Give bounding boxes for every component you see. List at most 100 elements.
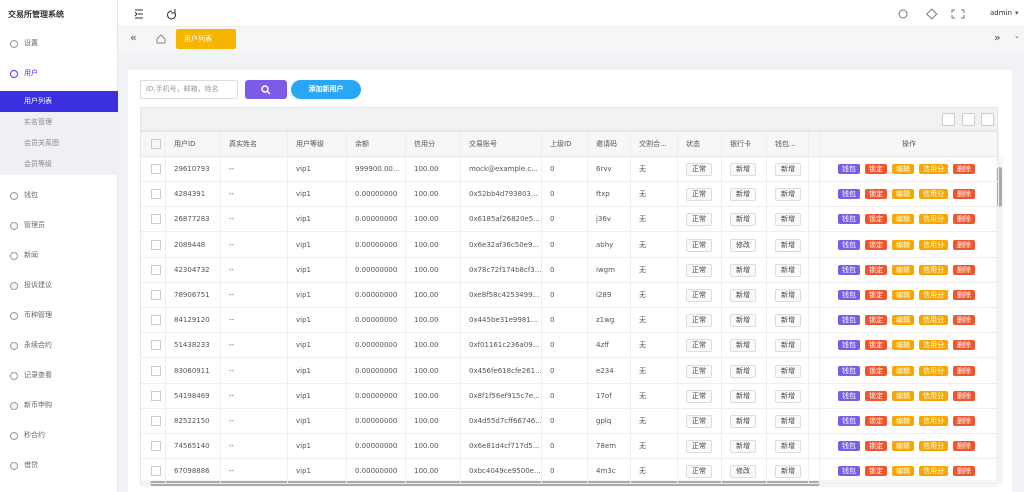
action-button[interactable]: 编辑 [892, 214, 914, 225]
menu-item[interactable]: 新闻 [0, 244, 118, 266]
collapse-icon[interactable] [134, 9, 143, 19]
theme-icon[interactable] [898, 9, 908, 19]
action-button[interactable]: 删除 [953, 315, 975, 326]
action-button[interactable]: 编辑 [892, 239, 914, 250]
action-badge[interactable]: 新增 [775, 238, 801, 252]
action-badge[interactable]: 新增 [775, 289, 801, 302]
action-button[interactable]: 锁定 [865, 441, 887, 452]
action-button[interactable]: 锁定 [865, 466, 887, 477]
menu-item[interactable]: 币种管理 [0, 304, 118, 326]
action-button[interactable]: 信用分 [919, 365, 948, 376]
action-button[interactable]: 信用分 [919, 340, 948, 351]
row-select[interactable] [141, 157, 166, 182]
action-button[interactable]: 删除 [953, 264, 975, 275]
row-select[interactable] [141, 459, 166, 485]
row-select[interactable] [141, 232, 166, 258]
print-tool[interactable] [981, 113, 994, 126]
menu-item[interactable]: 记录查看 [0, 364, 118, 386]
action-button[interactable]: 信用分 [919, 441, 948, 452]
row-select[interactable] [141, 383, 166, 409]
action-badge[interactable]: 新增 [775, 389, 801, 403]
menu-item[interactable]: 新币申购 [0, 394, 118, 416]
tab[interactable]: 用户列表 [176, 29, 236, 49]
action-button[interactable]: 锁定 [865, 365, 887, 376]
action-badge[interactable]: 新增 [775, 163, 801, 176]
menu-item[interactable]: 投诉建议 [0, 274, 118, 296]
menu-item[interactable]: 用户 [0, 62, 118, 84]
action-button[interactable]: 钱包 [838, 315, 860, 326]
vertical-scrollbar[interactable] [996, 157, 1003, 484]
action-button[interactable]: 锁定 [865, 214, 887, 225]
action-button[interactable]: 信用分 [919, 315, 948, 326]
action-button[interactable]: 删除 [953, 340, 975, 351]
row-select[interactable] [141, 257, 166, 283]
action-button[interactable]: 钱包 [838, 189, 860, 200]
action-button[interactable]: 信用分 [919, 290, 948, 300]
action-badge[interactable]: 新增 [730, 339, 756, 353]
action-button[interactable]: 锁定 [865, 390, 887, 401]
action-button[interactable]: 删除 [953, 390, 975, 401]
action-badge[interactable]: 新增 [730, 364, 756, 378]
action-button[interactable]: 删除 [953, 466, 975, 477]
menu-item[interactable]: 秒合约 [0, 424, 118, 446]
action-badge[interactable]: 新增 [730, 289, 756, 302]
user-menu[interactable]: admin [990, 9, 1012, 17]
action-button[interactable]: 编辑 [892, 365, 914, 376]
menu-item[interactable]: 永续合约 [0, 334, 118, 356]
action-button[interactable]: 信用分 [919, 466, 948, 477]
menu-item[interactable]: 借贷 [0, 454, 118, 476]
refresh-icon[interactable] [167, 9, 176, 20]
row-select[interactable] [141, 207, 166, 233]
select-all[interactable] [141, 132, 166, 157]
menu-item[interactable]: 设置 [0, 32, 118, 54]
action-badge[interactable]: 新增 [775, 188, 801, 202]
action-button[interactable]: 钱包 [838, 365, 860, 376]
action-button[interactable]: 锁定 [865, 290, 887, 300]
action-button[interactable]: 编辑 [892, 315, 914, 326]
tab-menu[interactable]: ⌄ [1014, 32, 1020, 40]
menu-item[interactable]: 钱包 [0, 184, 118, 206]
action-button[interactable]: 锁定 [865, 264, 887, 275]
fullscreen-icon[interactable] [951, 9, 965, 19]
action-badge[interactable]: 修改 [730, 238, 756, 252]
action-button[interactable]: 编辑 [892, 264, 914, 275]
action-button[interactable]: 编辑 [892, 164, 914, 174]
export-tool[interactable] [962, 113, 975, 126]
submenu-item[interactable]: 实名管理 [0, 112, 118, 133]
action-badge[interactable]: 新增 [730, 263, 756, 277]
action-button[interactable]: 删除 [953, 416, 975, 426]
action-button[interactable]: 信用分 [919, 390, 948, 401]
action-badge[interactable]: 新增 [775, 213, 801, 227]
row-select[interactable] [141, 283, 166, 308]
action-button[interactable]: 锁定 [865, 239, 887, 250]
action-badge[interactable]: 新增 [775, 415, 801, 428]
action-button[interactable]: 信用分 [919, 189, 948, 200]
tab-prev[interactable]: « [130, 31, 137, 44]
row-select[interactable] [141, 434, 166, 460]
columns-tool[interactable] [942, 113, 955, 126]
search-button[interactable] [245, 80, 287, 99]
action-button[interactable]: 锁定 [865, 315, 887, 326]
menu-item[interactable]: 管理员 [0, 214, 118, 236]
action-button[interactable]: 钱包 [838, 441, 860, 452]
action-button[interactable]: 信用分 [919, 214, 948, 225]
action-button[interactable]: 钱包 [838, 239, 860, 250]
action-button[interactable]: 编辑 [892, 390, 914, 401]
row-select[interactable] [141, 308, 166, 334]
action-badge[interactable]: 新增 [775, 263, 801, 277]
row-select[interactable] [141, 333, 166, 359]
action-button[interactable]: 锁定 [865, 416, 887, 426]
action-badge[interactable]: 新增 [730, 415, 756, 428]
row-select[interactable] [141, 409, 166, 434]
action-button[interactable]: 钱包 [838, 290, 860, 300]
add-user-button[interactable]: 添加新用户 [291, 80, 361, 99]
submenu-item[interactable]: 会员关系图 [0, 133, 118, 154]
action-button[interactable]: 删除 [953, 214, 975, 225]
submenu-item[interactable]: 用户列表 [0, 91, 118, 112]
action-button[interactable]: 锁定 [865, 164, 887, 174]
search-input[interactable]: ID,手机号，邮箱，姓名 [140, 80, 238, 99]
action-button[interactable]: 删除 [953, 290, 975, 300]
action-button[interactable]: 信用分 [919, 164, 948, 174]
row-select[interactable] [141, 182, 166, 208]
action-badge[interactable]: 新增 [730, 213, 756, 227]
